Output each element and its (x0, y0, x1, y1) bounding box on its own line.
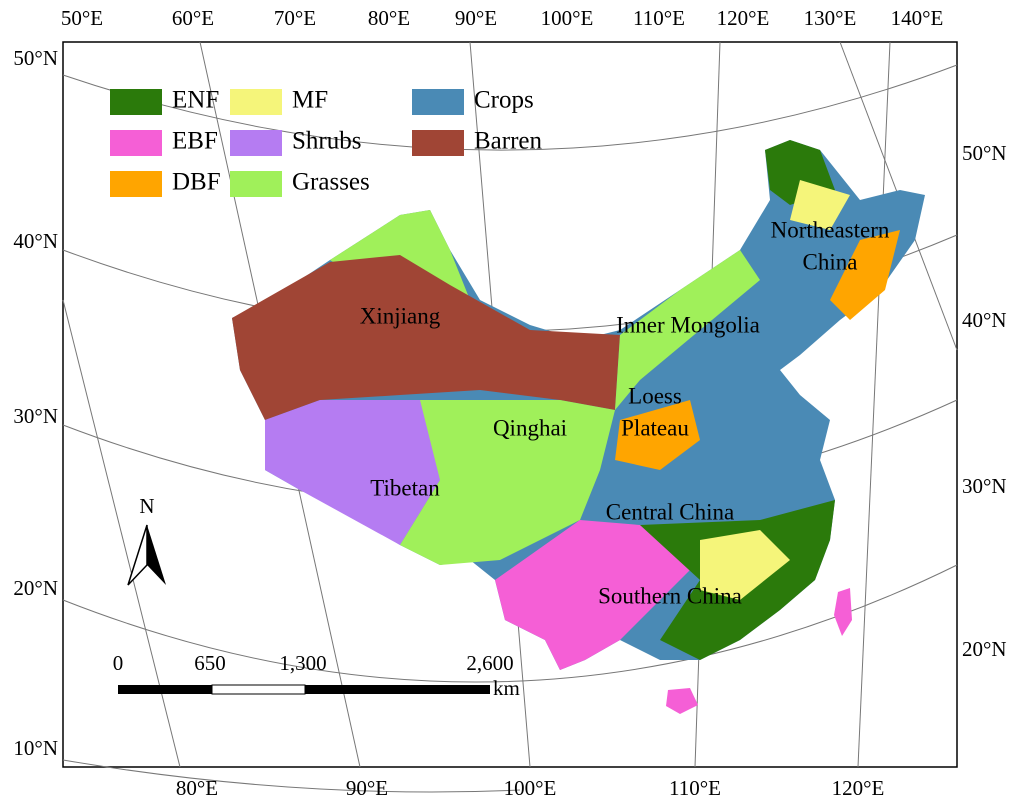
graticule-label: 80°E (368, 6, 410, 30)
graticule-label: 40°N (962, 308, 1007, 332)
graticule-label: 20°N (962, 637, 1007, 661)
graticule-label: 10°N (13, 736, 58, 760)
region-label: China (803, 249, 858, 274)
legend-label: MF (292, 87, 328, 114)
legend-swatch (230, 89, 282, 115)
scale-unit: km (493, 676, 520, 700)
scale-label: 650 (194, 651, 226, 675)
graticule-label: 100°E (541, 6, 594, 30)
land-patch (834, 588, 852, 636)
legend-label: DBF (172, 169, 221, 196)
graticule-label: 100°E (504, 776, 557, 800)
scale-label: 0 (113, 651, 124, 675)
region-label: Southern China (598, 583, 742, 608)
graticule-label: 120°E (717, 6, 770, 30)
region-label: Plateau (621, 415, 689, 440)
region-label: Central China (606, 499, 734, 524)
graticule-label: 50°N (13, 46, 58, 70)
graticule-label: 120°E (832, 776, 885, 800)
legend-swatch (412, 130, 464, 156)
graticule-label: 40°N (13, 229, 58, 253)
graticule-label: 30°N (962, 474, 1007, 498)
region-label: Qinghai (493, 415, 567, 440)
land-patch (615, 250, 760, 410)
land-cover (232, 140, 925, 714)
north-label: N (139, 494, 154, 518)
scale-label: 2,600 (466, 651, 513, 675)
legend-label: Barren (474, 128, 543, 155)
legend-label: EBF (172, 128, 218, 155)
land-patch (830, 230, 900, 320)
scale-label: 1,300 (279, 651, 326, 675)
region-label: Loess (628, 383, 682, 408)
legend-swatch (230, 171, 282, 197)
region-label: Xinjiang (360, 303, 441, 328)
graticule-label: 50°E (61, 6, 103, 30)
legend-label: Shrubs (292, 128, 361, 155)
graticule-label: 130°E (804, 6, 857, 30)
land-patch (232, 255, 620, 420)
legend-label: Grasses (292, 169, 370, 196)
graticule-label: 90°E (455, 6, 497, 30)
legend-swatch (230, 130, 282, 156)
land-patch (615, 400, 700, 470)
land-patch (400, 400, 615, 565)
graticule-label: 50°N (962, 141, 1007, 165)
graticule-label: 110°E (669, 776, 721, 800)
legend-swatch (110, 89, 162, 115)
land-patch (265, 400, 470, 545)
graticule-label: 140°E (891, 6, 944, 30)
legend-swatch (110, 171, 162, 197)
north-arrow (127, 524, 166, 586)
region-label: Northeastern (771, 217, 890, 242)
land-patch (790, 180, 850, 230)
region-label: Inner Mongolia (616, 312, 760, 337)
legend-label: ENF (172, 87, 219, 114)
legend-label: Crops (474, 87, 534, 114)
land-patch (495, 520, 700, 670)
graticule-label: 80°E (176, 776, 218, 800)
graticule-label: 110°E (633, 6, 685, 30)
graticule-label: 20°N (13, 576, 58, 600)
land-patch (666, 688, 698, 714)
land-patch (700, 530, 790, 600)
graticule-label: 30°N (13, 404, 58, 428)
graticule-label: 60°E (172, 6, 214, 30)
scale-bar (118, 684, 490, 695)
graticule-label: 70°E (274, 6, 316, 30)
legend-swatch (412, 89, 464, 115)
legend-swatch (110, 130, 162, 156)
region-label: Tibetan (370, 475, 440, 500)
graticule-label: 90°E (346, 776, 388, 800)
